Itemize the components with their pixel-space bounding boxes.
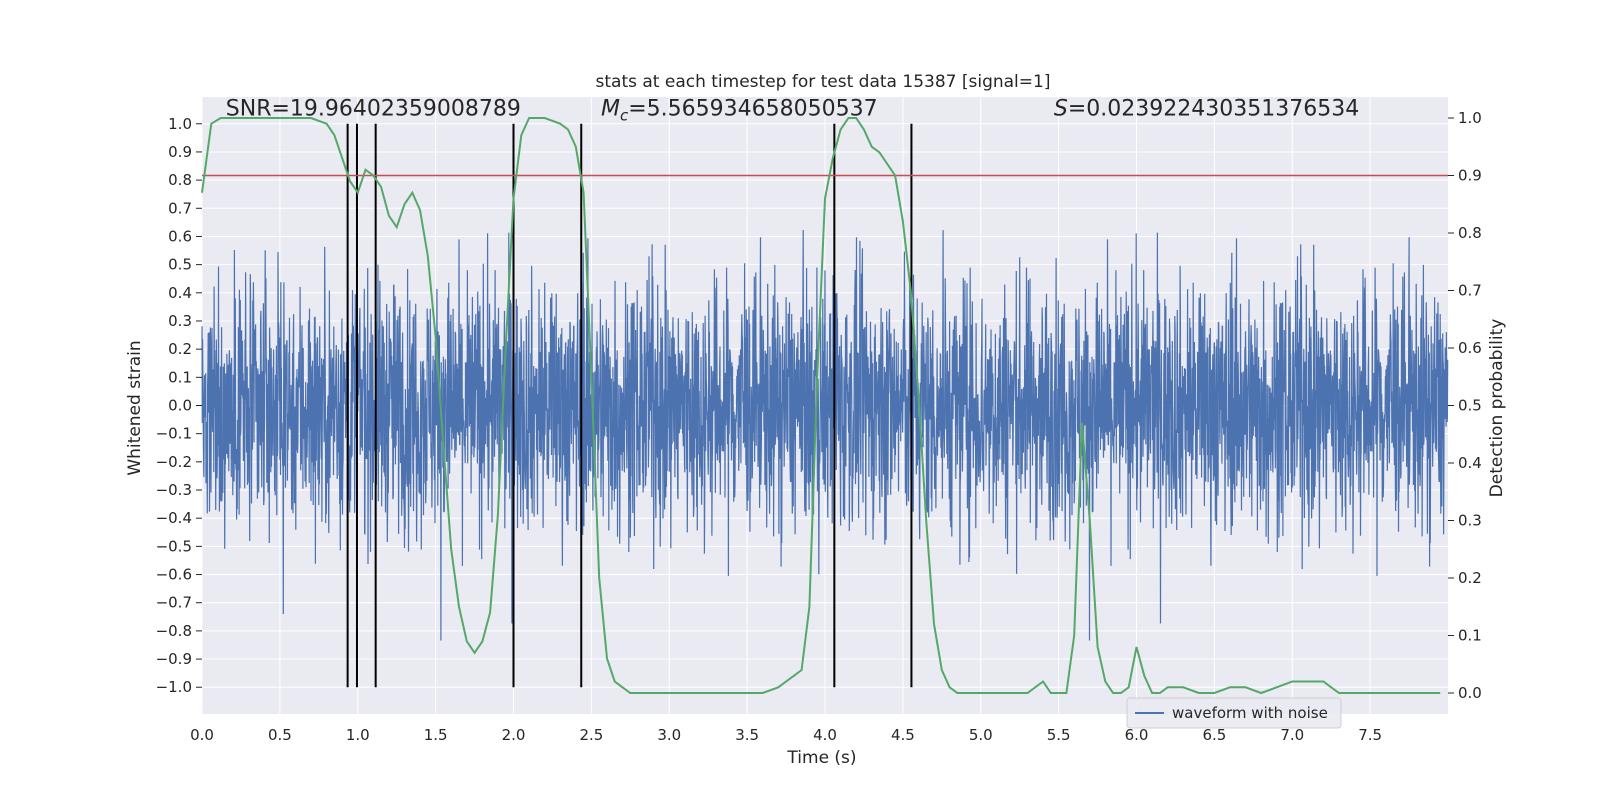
y2-tick-label: 0.2 <box>1458 569 1482 587</box>
snr-annotation: SNR=19.96402359008789 <box>226 96 521 121</box>
x-tick-label: 7.0 <box>1280 726 1304 744</box>
y-tick-label: −0.5 <box>156 537 192 555</box>
legend-label: waveform with noise <box>1172 704 1328 722</box>
x-tick-label: 5.0 <box>969 726 993 744</box>
y-tick-label: 0.3 <box>168 312 192 330</box>
y-tick-label: 0.0 <box>168 397 192 415</box>
y-tick-label: −0.3 <box>156 481 192 499</box>
y-tick-label: −0.2 <box>156 453 192 471</box>
y2-tick-label: 0.9 <box>1458 166 1482 184</box>
legend: waveform with noise <box>1127 698 1341 728</box>
y-tick-label: 1.0 <box>168 115 192 133</box>
y-ticks: −1.0 −0.9 −0.8 −0.7 −0.6 −0.5 −0.4 −0.3 −0.2 −0.1… <box>156 115 202 696</box>
y-tick-label: −0.4 <box>156 509 192 527</box>
y2-ticks: 0.0 0.1 0.2 0.3 0.4 0.5 0.6 0.7 0.8 0.9 1.0 <box>1448 109 1482 702</box>
y2-tick-label: 0.1 <box>1458 627 1482 645</box>
significance-annotation: S=0.023922430351376534 <box>1054 96 1359 121</box>
y-tick-label: −0.6 <box>156 566 192 584</box>
y-tick-label: 0.7 <box>168 199 192 217</box>
y-tick-label: −1.0 <box>156 678 192 696</box>
x-ticks: 0.0 0.5 1.0 1.5 2.0 2.5 3.0 3.5 4.0 4.5 5.0 5.5 6.0 6… <box>190 726 1382 744</box>
x-axis-label: Time (s) <box>786 748 856 768</box>
y2-tick-label: 0.5 <box>1458 397 1482 415</box>
x-tick-label: 4.0 <box>813 726 837 744</box>
x-tick-label: 3.0 <box>657 726 681 744</box>
y2-tick-label: 0.7 <box>1458 281 1482 299</box>
x-tick-label: 1.0 <box>346 726 370 744</box>
y2-axis-label: Detection probability <box>1487 319 1507 498</box>
y2-tick-label: 1.0 <box>1458 109 1482 127</box>
x-tick-label: 1.5 <box>424 726 448 744</box>
y2-tick-label: 0.0 <box>1458 684 1482 702</box>
chart: 0.0 0.5 1.0 1.5 2.0 2.5 3.0 3.5 4.0 4.5 5.0 5.5 6.0 6… <box>0 0 1600 800</box>
y-tick-label: −0.1 <box>156 425 192 443</box>
y2-tick-label: 0.3 <box>1458 512 1482 530</box>
y2-tick-label: 0.8 <box>1458 224 1482 242</box>
y-tick-label: 0.5 <box>168 256 192 274</box>
x-tick-label: 2.5 <box>579 726 603 744</box>
chart-title: stats at each timestep for test data 153… <box>596 72 1051 92</box>
x-tick-label: 6.0 <box>1125 726 1149 744</box>
y-tick-label: 0.1 <box>168 368 192 386</box>
y-tick-label: 0.2 <box>168 340 192 358</box>
x-tick-label: 4.5 <box>891 726 915 744</box>
x-tick-label: 0.5 <box>268 726 292 744</box>
x-tick-label: 3.5 <box>735 726 759 744</box>
x-tick-label: 2.0 <box>502 726 526 744</box>
x-tick-label: 0.0 <box>190 726 214 744</box>
y2-tick-label: 0.4 <box>1458 454 1482 472</box>
annotations: SNR=19.96402359008789 Mc=5.56593465805053… <box>226 96 1359 124</box>
y-tick-label: 0.9 <box>168 143 192 161</box>
y-tick-label: −0.9 <box>156 650 192 668</box>
y-tick-label: 0.8 <box>168 171 192 189</box>
x-tick-label: 7.5 <box>1358 726 1382 744</box>
y-axis-label: Whitened strain <box>125 340 145 475</box>
y2-tick-label: 0.6 <box>1458 339 1482 357</box>
x-tick-label: 5.5 <box>1047 726 1071 744</box>
y-tick-label: −0.7 <box>156 594 192 612</box>
x-tick-label: 6.5 <box>1202 726 1226 744</box>
chirp-mass-annotation: Mc=5.565934658050537 <box>601 96 878 124</box>
y-tick-label: 0.4 <box>168 284 192 302</box>
y-tick-label: 0.6 <box>168 227 192 245</box>
y-tick-label: −0.8 <box>156 622 192 640</box>
